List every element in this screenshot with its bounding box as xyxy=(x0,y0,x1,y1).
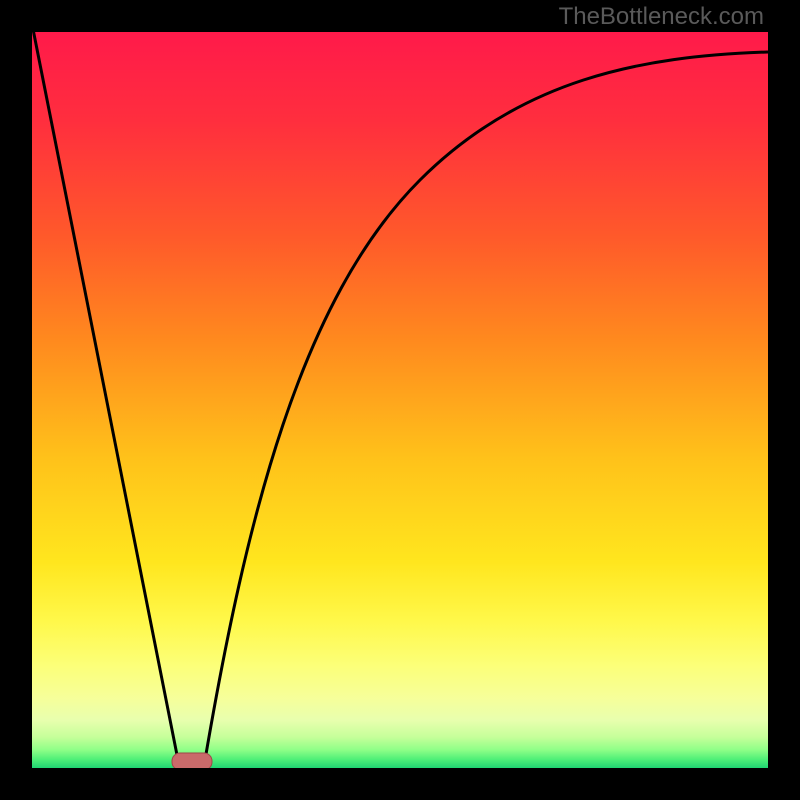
chart-frame: TheBottleneck.com xyxy=(0,0,800,800)
gradient-background xyxy=(32,32,768,768)
optimal-marker xyxy=(172,753,212,770)
chart-svg xyxy=(0,0,800,800)
watermark-text: TheBottleneck.com xyxy=(559,3,764,31)
